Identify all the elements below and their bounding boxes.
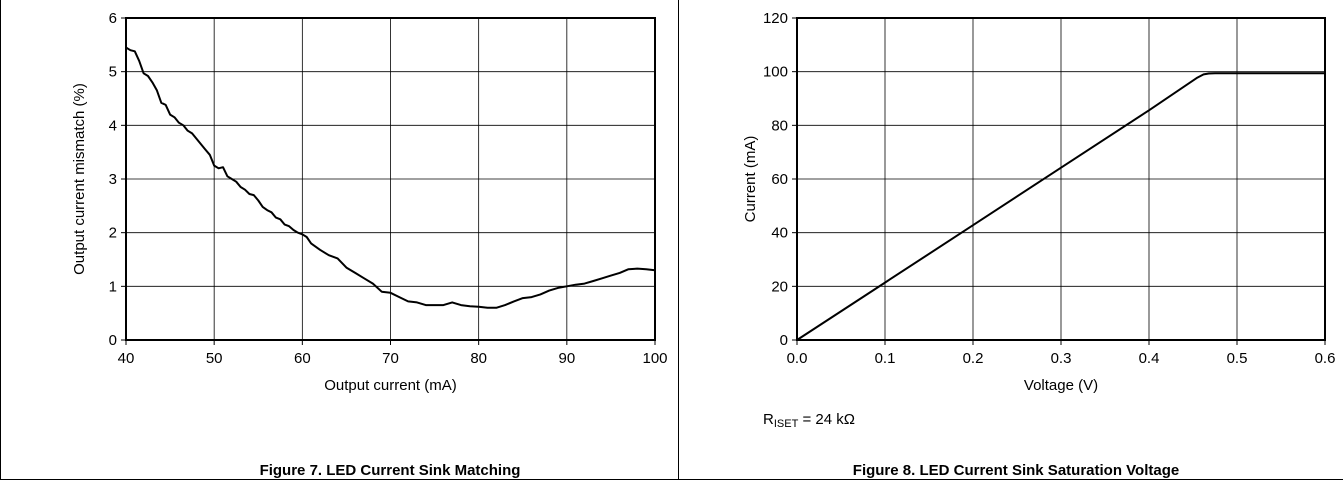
fig7-ytick-label-0: 0 (109, 332, 117, 349)
fig7-xtick-label-1: 50 (206, 350, 223, 367)
fig7-series-line-0 (125, 46, 656, 309)
fig7-xtick-label-5: 90 (558, 350, 575, 367)
figure-7-caption: Figure 7. LED Current Sink Matching (259, 462, 521, 479)
riset-note: RISET = 24 kΩ (763, 411, 855, 430)
fig8-ytick-label-4: 80 (771, 117, 788, 134)
fig7-xtick-label-2: 60 (294, 350, 311, 367)
fig8-x-axis-title: Voltage (V) (1024, 377, 1098, 394)
riset-note-value: = 24 kΩ (798, 411, 855, 428)
fig7-y-axis-title: Output current mismatch (%) (71, 83, 88, 275)
fig8-ytick-label-6: 120 (763, 10, 788, 27)
fig7-xtick-label-0: 40 (118, 350, 135, 367)
fig8-xtick-label-0: 0.0 (787, 350, 808, 367)
fig8-ytick-label-3: 60 (771, 171, 788, 188)
fig8-xtick-label-1: 0.1 (875, 350, 896, 367)
fig8-y-axis-title: Current (mA) (742, 136, 759, 223)
fig8-series-line-0 (796, 72, 1325, 341)
riset-note-main: R (763, 411, 774, 428)
figure-8-caption: Figure 8. LED Current Sink Saturation Vo… (852, 462, 1180, 479)
fig7-xtick-label-6: 100 (642, 350, 667, 367)
fig7-ytick-label-1: 1 (109, 278, 117, 295)
fig8-xtick-label-3: 0.3 (1051, 350, 1072, 367)
fig8-xtick-label-6: 0.6 (1315, 350, 1336, 367)
fig8-ytick-label-2: 40 (771, 225, 788, 242)
fig7-ytick-label-6: 6 (109, 10, 117, 27)
figure-8-chart: 0.0 0.1 0.2 0.3 0.4 0.5 0.6 0 20 40 60 80 100 120 Volt… (742, 10, 1335, 394)
fig8-ytick-label-0: 0 (780, 332, 788, 349)
fig7-xtick-label-3: 70 (382, 350, 399, 367)
fig7-ytick-label-2: 2 (109, 225, 117, 242)
fig8-ytick-label-5: 100 (763, 64, 788, 81)
riset-note-subscript: ISET (773, 418, 799, 430)
fig8-xtick-label-5: 0.5 (1227, 350, 1248, 367)
fig7-xtick-label-4: 80 (470, 350, 487, 367)
figure-7-chart: 40 50 60 70 80 90 100 0 1 2 3 4 5 6 Output current (mA… (71, 10, 668, 394)
fig7-ytick-label-3: 3 (109, 171, 117, 188)
fig7-x-axis-title: Output current (mA) (324, 377, 457, 394)
fig7-ytick-label-5: 5 (109, 64, 117, 81)
fig8-xtick-label-4: 0.4 (1139, 350, 1160, 367)
fig8-ytick-label-1: 20 (771, 278, 788, 295)
fig7-ytick-label-4: 4 (109, 117, 117, 134)
fig8-xtick-label-2: 0.2 (963, 350, 984, 367)
